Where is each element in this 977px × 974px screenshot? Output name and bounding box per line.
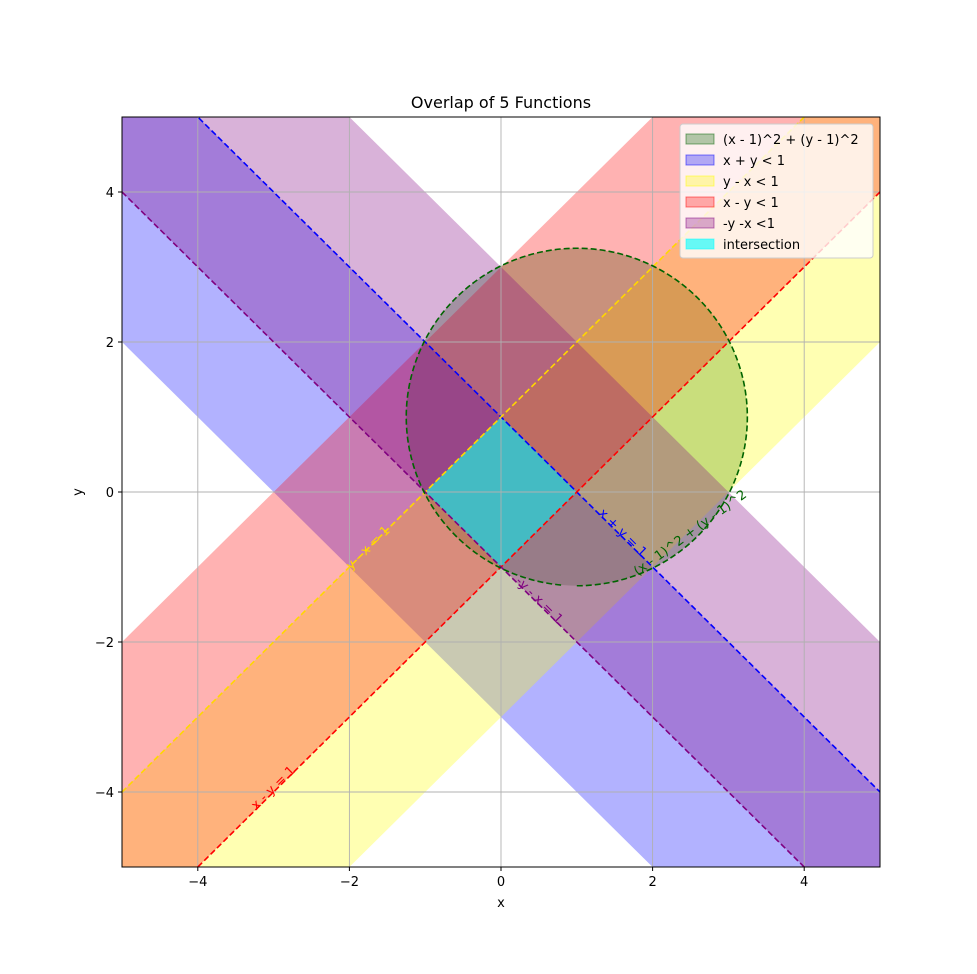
legend-swatch (685, 154, 715, 166)
y-tick-label: 4 (106, 186, 114, 201)
y-tick-label: 0 (106, 486, 114, 501)
x-tick-label: −4 (188, 875, 207, 890)
x-tick-label: 2 (648, 875, 656, 890)
y-tick-label: −2 (95, 636, 114, 651)
axis-ticks: −4 −2 0 2 4 −4 −2 0 2 4 (95, 186, 809, 890)
legend-label: (x - 1)^2 + (y - 1)^2 (723, 133, 859, 148)
legend-swatch (685, 196, 715, 208)
legend-swatch (685, 133, 715, 145)
circle-boundary (405, 247, 749, 587)
x-tick-label: −2 (340, 875, 359, 890)
y-tick-label: 2 (106, 336, 114, 351)
boundary-lines (122, 117, 880, 867)
boundary-line-0 (196, 117, 880, 794)
legend-box (679, 123, 874, 259)
x-axis-label: x (497, 896, 505, 911)
y-tick-label: −4 (95, 786, 114, 801)
legend-swatch (685, 175, 715, 187)
boundary-line-3 (122, 191, 805, 867)
chart-title: Overlap of 5 Functions (411, 93, 591, 112)
legend-label: intersection (723, 238, 800, 253)
y-axis-label: y (71, 488, 86, 496)
legend-swatch (685, 238, 715, 250)
legend-label: y - x < 1 (723, 175, 779, 190)
legend-swatch (685, 217, 715, 229)
legend-label: -y -x <1 (723, 217, 775, 232)
legend-label: x + y < 1 (723, 154, 785, 169)
boundary-line-2 (197, 191, 880, 867)
boundary-line-1 (122, 117, 805, 793)
legend-label: x - y < 1 (723, 196, 779, 211)
x-tick-label: 0 (497, 875, 505, 890)
legend: (x - 1)^2 + (y - 1)^2 x + y < 1 y - x < 1 x… (679, 123, 874, 259)
x-tick-label: 4 (800, 875, 808, 890)
